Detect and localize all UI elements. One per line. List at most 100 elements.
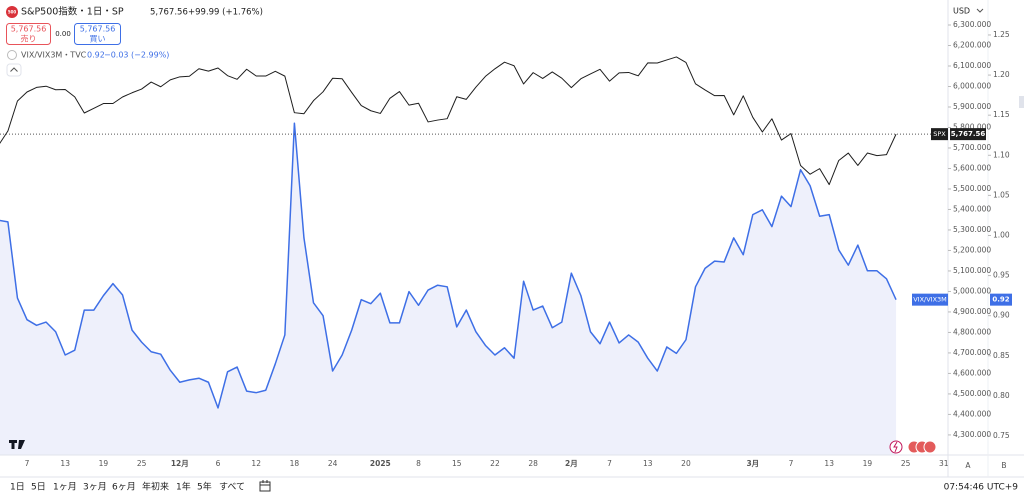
y-tick-label: 6,300.000 — [953, 20, 991, 29]
y2-tick-label: 0.75 — [993, 431, 1010, 440]
range-button[interactable]: 5年 — [197, 481, 212, 493]
range-button[interactable]: 1年 — [176, 481, 191, 493]
x-tick-label: 24 — [328, 459, 338, 468]
x-tick-label: 2025 — [370, 459, 391, 468]
x-tick-label: 8 — [416, 459, 421, 468]
event-glyph — [893, 441, 898, 453]
tv-logo — [9, 440, 25, 449]
series-badge — [912, 293, 948, 306]
collapse-icon — [10, 67, 18, 72]
y-tick-label: 4,300.000 — [953, 430, 991, 439]
value-badge-label: 0.92 — [992, 296, 1009, 304]
flag-icon[interactable] — [923, 440, 937, 454]
indicator-icon — [7, 50, 17, 60]
y-tick-label: 5,700.000 — [953, 143, 991, 152]
indicator-name[interactable]: VIX/VIX3M・TVC — [21, 51, 87, 60]
x-tick-label: 12 — [251, 459, 261, 468]
y2-tick-label: 0.95 — [993, 271, 1010, 280]
toolbar: 1日 5日 1ヶ月 3ヶ月 6ヶ月 年初来 1年 5年 すべて — [10, 481, 245, 493]
y-tick-label: 4,900.000 — [953, 307, 991, 316]
indicator-change: −0.03 (−2.99%) — [104, 51, 169, 60]
y2-tick-label: 1.10 — [993, 150, 1010, 159]
y-tick-label: 5,000.000 — [953, 286, 991, 295]
dropdown-icon — [976, 8, 984, 13]
y2-tick-label: 1.05 — [993, 190, 1010, 199]
x-tick-label: 7 — [789, 459, 794, 468]
series-badge-label: SPX — [933, 130, 946, 138]
buy-price: 5,767.56 — [80, 25, 116, 34]
x-tick-label: 2月 — [565, 459, 578, 468]
spread: 0.00 — [55, 30, 71, 38]
range-button[interactable]: 1ヶ月 — [53, 482, 77, 493]
scroll-handle[interactable] — [1019, 96, 1024, 108]
x-tick-label: 20 — [681, 459, 691, 468]
x-tick-label: 19 — [99, 459, 109, 468]
clock: 07:54:46 UTC+9 — [944, 483, 1019, 493]
price-badge-label: 5,767.56 — [951, 130, 986, 138]
currency[interactable]: USD — [953, 7, 970, 16]
y2-tick-label: 1.15 — [993, 110, 1010, 119]
sell-label: 売り — [21, 34, 37, 44]
y2-tick-label: 0.85 — [993, 351, 1010, 360]
x-tick-label: 31 — [939, 459, 949, 468]
y-tick-label: 6,000.000 — [953, 81, 991, 90]
y-tick-label: 5,800.000 — [953, 122, 991, 131]
calendar-icon[interactable] — [259, 480, 271, 492]
y-tick-label: 5,200.000 — [953, 245, 991, 254]
y-tick-label: 6,200.000 — [953, 41, 991, 50]
x-tick-label: 13 — [643, 459, 653, 468]
y-tick-label: 6,100.000 — [953, 61, 991, 70]
x-tick-label: 13 — [60, 459, 70, 468]
y2-tick-label: 1.25 — [993, 30, 1010, 39]
scale-b[interactable]: B — [1001, 461, 1006, 470]
y-tick-label: 4,400.000 — [953, 409, 991, 418]
value-badge — [990, 293, 1012, 306]
range-button[interactable]: 6ヶ月 — [112, 482, 136, 493]
sell-price: 5,767.56 — [11, 25, 47, 34]
y-tick-label: 5,900.000 — [953, 102, 991, 111]
x-tick-label: 22 — [490, 459, 500, 468]
auto-scale[interactable]: A — [965, 461, 971, 470]
price-change: +99.99 (+1.76%) — [188, 8, 263, 18]
x-tick-label: 12月 — [171, 459, 189, 468]
y-tick-label: 5,400.000 — [953, 204, 991, 213]
x-tick-label: 25 — [901, 459, 911, 468]
range-button[interactable]: すべて — [219, 482, 245, 493]
y2-tick-label: 1.20 — [993, 70, 1010, 79]
buy-label: 買い — [90, 35, 106, 44]
collapse-button[interactable] — [6, 63, 22, 77]
symbol-title[interactable]: S&P500指数・1日・SP — [21, 6, 124, 18]
icon-text: 500 — [8, 10, 17, 15]
series-badge — [931, 128, 948, 141]
y2-tick-label: 1.00 — [993, 230, 1010, 239]
symbol-icon — [6, 6, 18, 18]
range-button[interactable]: 5日 — [31, 482, 46, 493]
x-tick-label: 19 — [863, 459, 873, 468]
sell-button[interactable] — [6, 23, 51, 45]
buy-button[interactable] — [74, 23, 121, 45]
range-button[interactable]: 1日 — [10, 482, 25, 493]
y2-tick-label: 0.90 — [993, 311, 1010, 320]
y-tick-label: 5,100.000 — [953, 266, 991, 275]
range-button[interactable]: 3ヶ月 — [83, 482, 107, 493]
y-tick-label: 4,700.000 — [953, 348, 991, 357]
y2-tick-label: 0.80 — [993, 391, 1010, 400]
line — [0, 56, 897, 186]
range-button[interactable]: 年初来 — [142, 481, 169, 493]
x-tick-label: 15 — [452, 459, 462, 468]
area — [0, 123, 897, 455]
y-tick-label: 5,300.000 — [953, 225, 991, 234]
line — [0, 122, 897, 409]
x-tick-label: 25 — [137, 459, 147, 468]
x-tick-label: 28 — [528, 459, 538, 468]
indicator-value: 0.92 — [87, 51, 105, 60]
y-tick-label: 4,800.000 — [953, 327, 991, 336]
plot — [0, 56, 948, 455]
price: 5,767.56 — [150, 8, 188, 18]
y-tick-label: 4,500.000 — [953, 389, 991, 398]
x-tick-label: 6 — [216, 459, 221, 468]
x-tick-label: 18 — [290, 459, 300, 468]
y-tick-label: 5,500.000 — [953, 184, 991, 193]
